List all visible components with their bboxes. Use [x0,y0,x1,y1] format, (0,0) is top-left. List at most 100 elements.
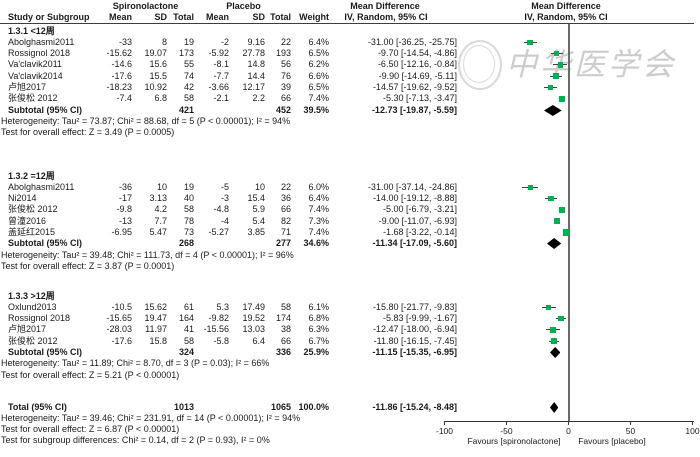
mean-spironolactone: -28.03 [106,324,132,335]
total-spironolactone: 58 [183,204,194,215]
sd-placebo: 5.4 [252,215,265,226]
weight-value: 6.4% [308,36,329,47]
pooled-label: Subtotal (95% CI) [8,347,83,357]
total-placebo: 58 [280,301,291,312]
total-spironolactone: 58 [183,93,194,104]
sd-spironolactone: 19.47 [144,313,167,324]
weight-value: 34.6% [303,238,329,249]
subgroup-label: 1.3.2 =12周 [8,170,55,181]
study-name: 卢旭2017 [8,324,47,335]
column-sd-placebo: SD [252,12,265,22]
subtotal-diamond [549,347,560,358]
zero-effect-line [568,24,570,421]
effect-square [557,62,564,68]
study-row: Ni2014 -17 3.13 40 -3 15.4 36 6.4% -14.00 [-19.1… [0,193,700,204]
total-spironolactone: 42 [183,82,194,92]
weight-value: 25.9% [303,347,329,357]
effect-square [546,304,552,310]
study-row: 卢旭2017 -18.23 10.92 42 -3.66 12.17 39 6.5% -14.5… [0,82,700,93]
subgroup-differences-note: Test for subgroup differences: Chi² = 0.… [1,435,270,446]
total-spironolactone: 73 [183,227,194,237]
axis-tick-label: -100 [435,426,453,436]
study-name: Ni2014 [8,193,37,204]
ci-text: -11.86 [-15.24, -8.48] [372,401,457,412]
sd-placebo: 12.17 [242,82,265,92]
total-spironolactone: 40 [183,193,194,204]
total-placebo: 22 [280,181,291,192]
weight-value: 100.0% [298,401,329,412]
effect-square [553,73,559,79]
sd-spironolactone: 10 [156,181,167,192]
favours-right-label: Favours [placebo] [578,436,646,446]
weight-value: 6.5% [308,82,329,92]
axis-tick [630,421,631,425]
total-placebo: 38 [280,324,291,335]
mean-placebo: -5.27 [208,227,229,237]
sd-spironolactone: 15.6 [149,59,167,70]
column-mean-placebo: Mean [205,12,229,22]
study-name: Abolghasmi2011 [8,36,75,47]
weight-value: 6.0% [308,181,329,192]
study-name: Rossignol 2018 [8,313,71,324]
study-row: Rossignol 2018 -15.62 19.07 173 -5.92 27.78 19… [0,48,700,59]
effect-square [527,184,533,190]
study-row: Oxlund2013 -10.5 15.62 61 5.3 17.49 58 6.1% -15.… [0,302,700,313]
effect-square [559,206,566,214]
column-ci-method: IV, Random, 95% CI [344,12,428,22]
column-total-spironolactone: Total [173,12,194,22]
ci-text: -5.30 [-7.13, -3.47] [382,93,457,104]
total-spironolactone: 19 [183,36,194,47]
study-row: 张俊松 2012 -9.8 4.2 58 -4.8 5.9 66 7.4% -5.00 [-6.… [0,204,700,215]
sd-placebo: 17.49 [242,301,265,312]
total-spironolactone: 55 [183,59,194,70]
column-group-mean-difference: Mean Difference [350,1,420,11]
ci-text: -9.70 [-14.54, -4.86] [377,48,457,59]
mean-placebo: -3 [220,193,229,204]
mean-spironolactone: -6.95 [111,227,132,237]
subgroup-header-row: 1.3.3 >12周 [0,291,700,302]
mean-spironolactone: -15.62 [106,48,132,59]
total-placebo: 277 [275,238,291,249]
mean-placebo: -5 [220,181,229,192]
total-spironolactone: 78 [183,215,194,226]
weight-value: 6.1% [308,301,329,312]
mean-placebo: -4 [220,215,229,226]
subgroup-label: 1.3.3 >12周 [8,290,55,301]
mean-placebo: -5.92 [208,48,229,59]
mean-spironolactone: -17.6 [111,335,132,346]
total-placebo: 193 [275,48,291,59]
sd-placebo: 19.52 [242,313,265,324]
mean-spironolactone: -17 [118,193,132,204]
weight-value: 6.6% [308,70,329,81]
overall-effect-note: Test for overall effect: Z = 3.49 (P = 0… [1,127,175,138]
column-study-or-subgroup: Study or Subgroup [8,12,90,22]
sd-placebo: 27.78 [242,48,265,59]
ci-text: -5.00 [-6.79, -3.21] [382,204,457,215]
sd-placebo: 13.03 [242,324,265,335]
weight-value: 6.8% [308,313,329,324]
ci-text: -14.00 [-19.12, -8.88] [372,193,457,204]
mean-spironolactone: -36 [118,181,132,192]
column-group-spironolactone: Spironolactone [112,1,179,11]
effect-square [563,229,570,236]
ci-text: -31.00 [-37.14, -24.86] [367,181,457,192]
total-spironolactone: 324 [178,347,194,357]
ci-text: -11.15 [-15.35, -6.95] [372,347,457,357]
weight-value: 7.4% [308,227,329,237]
subtotal-row: Subtotal (95% CI) 421 452 39.5% -12.73 [-19.… [0,105,700,116]
sd-placebo: 9.16 [247,36,265,47]
mean-spironolactone: -10.5 [111,301,132,312]
mean-spironolactone: -33 [118,36,132,47]
ci-text: -11.34 [-17.09, -5.60] [372,238,457,249]
total-spironolactone: 421 [178,104,194,115]
study-row: Abolghasmi2011 -33 8 19 -2 9.16 22 6.4% -31.00 [… [0,37,700,48]
sd-placebo: 15.4 [247,193,265,204]
study-name: 盖延红2015 [8,227,56,237]
mean-spironolactone: -7.4 [116,93,132,104]
ci-text: -12.73 [-19.87, -5.59] [371,104,457,115]
total-placebo: 66 [280,204,291,215]
study-row: Va'clavik2011 -14.6 15.6 55 -8.1 14.8 56 6.2% -6… [0,59,700,70]
axis-tick-label: -50 [500,426,513,436]
study-name: 张俊松 2012 [8,204,58,215]
